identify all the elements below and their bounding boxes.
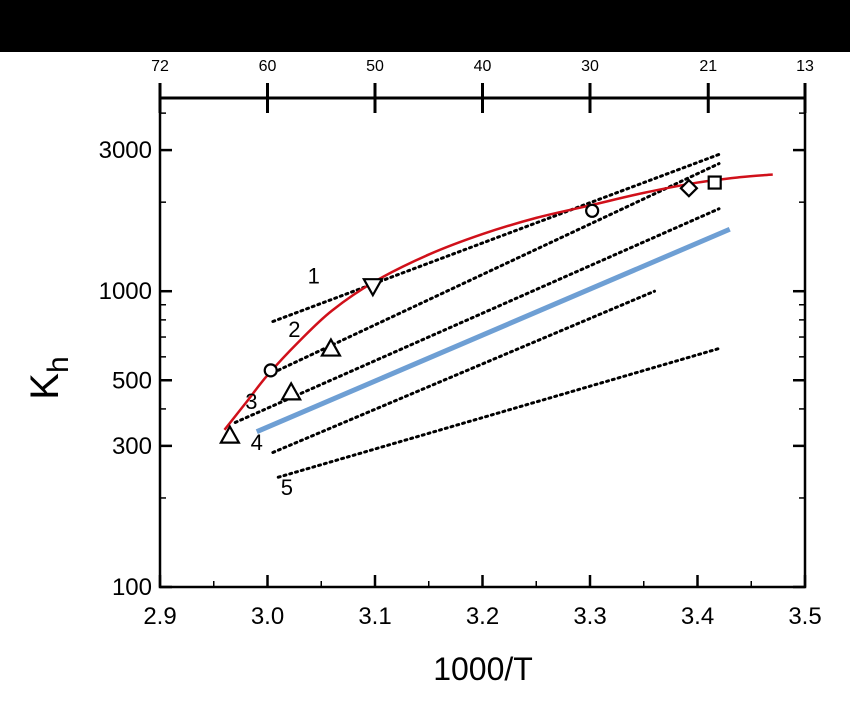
- dotted-line-3: [235, 209, 719, 423]
- dotted-line-2: [273, 164, 719, 373]
- y-tick-label: 300: [112, 433, 152, 460]
- dotted-line-label: 1: [308, 264, 320, 289]
- y-axis-title-main: K: [23, 373, 67, 400]
- marker-square: [709, 177, 721, 189]
- marker-circle: [586, 205, 598, 217]
- top-axis-label: 60: [259, 58, 277, 75]
- dotted-line-label: 5: [281, 475, 293, 500]
- y-tick-label: 3000: [99, 137, 152, 164]
- dotted-line-4: [273, 291, 655, 452]
- top-axis-label: 30: [581, 58, 599, 75]
- y-tick-label: 100: [112, 574, 152, 601]
- x-tick-label: 3.5: [788, 603, 821, 630]
- top-axis-label: 13: [796, 58, 814, 75]
- blue-fit-line: [257, 229, 730, 431]
- marker-triangle-up: [282, 383, 300, 399]
- x-tick-label: 3.3: [573, 603, 606, 630]
- x-tick-label: 3.4: [681, 603, 714, 630]
- top-axis-label: 50: [366, 58, 384, 75]
- x-axis-title: 1000/T: [433, 651, 533, 687]
- top-axis-label: 72: [151, 58, 169, 75]
- dotted-line-label: 3: [245, 389, 257, 414]
- plot-frame: [160, 98, 805, 587]
- y-axis-title: Kh: [23, 356, 75, 399]
- y-tick-label: 500: [112, 367, 152, 394]
- dotted-line-5: [278, 349, 719, 478]
- marker-circle: [265, 364, 277, 376]
- top-axis-label: 21: [699, 58, 717, 75]
- x-tick-label: 3.0: [251, 603, 284, 630]
- x-tick-label: 2.9: [143, 603, 176, 630]
- top-axis-label: 40: [474, 58, 492, 75]
- x-tick-label: 3.1: [358, 603, 391, 630]
- dotted-line-label: 4: [251, 430, 263, 455]
- y-tick-label: 1000: [99, 278, 152, 305]
- dotted-line-label: 2: [288, 317, 300, 342]
- y-axis-title-sub: h: [42, 356, 75, 373]
- x-tick-label: 3.2: [466, 603, 499, 630]
- svg-text:Kh: Kh: [23, 356, 75, 399]
